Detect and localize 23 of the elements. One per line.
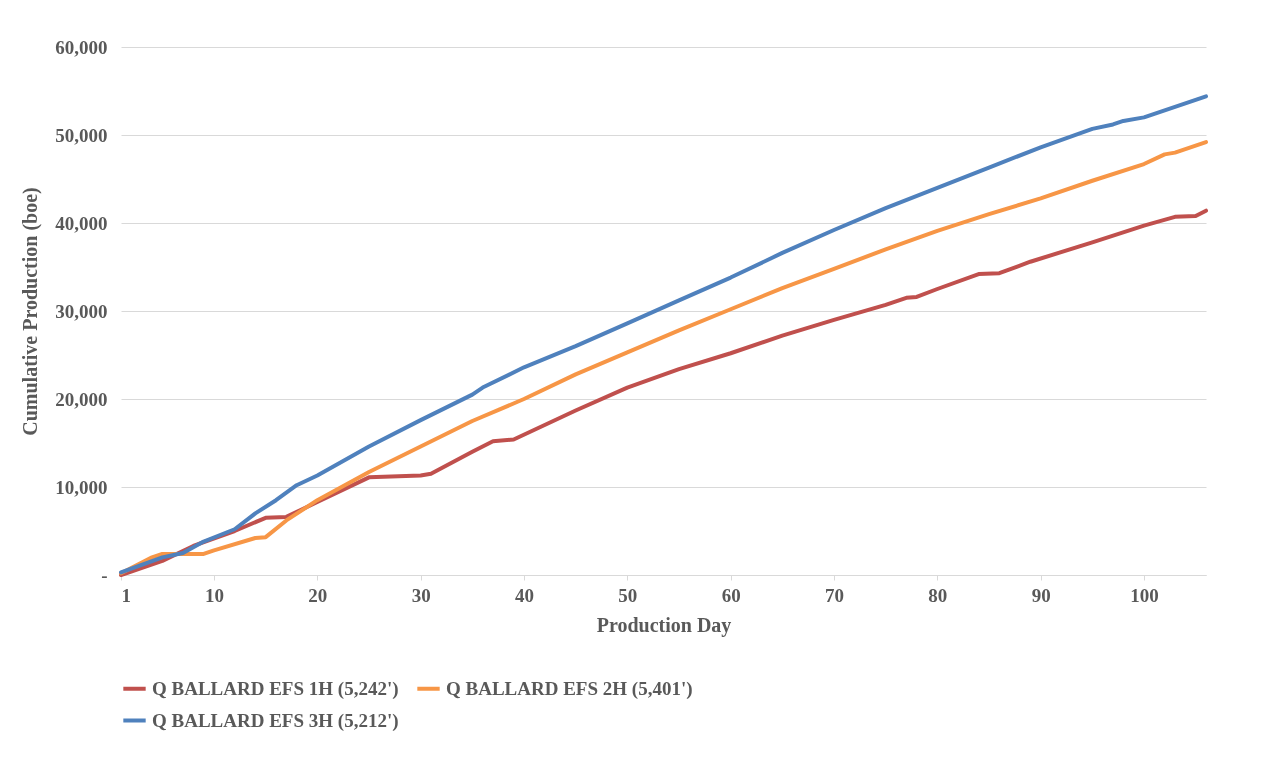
x-tick-label: 50 bbox=[618, 584, 638, 606]
y-tick-label: - bbox=[101, 564, 108, 586]
y-tick-label: 30,000 bbox=[55, 300, 108, 322]
x-tick-label: 70 bbox=[825, 584, 844, 606]
y-tick-label: 10,000 bbox=[55, 476, 108, 498]
y-axis-title: Cumulative Production (boe) bbox=[19, 187, 43, 436]
x-tick-label: 10 bbox=[205, 584, 224, 606]
x-axis-title: Production Day bbox=[596, 613, 732, 637]
y-tick-label: 40,000 bbox=[55, 212, 108, 234]
x-tick-label: 20 bbox=[308, 584, 328, 606]
x-tick-label: 80 bbox=[928, 584, 948, 606]
y-tick-label: 60,000 bbox=[55, 36, 108, 58]
legend-label: Q BALLARD EFS 3H (5,212') bbox=[152, 709, 399, 732]
x-tick-label: 30 bbox=[411, 584, 431, 606]
x-tick-label: 60 bbox=[721, 584, 741, 606]
legend-label: Q BALLARD EFS 2H (5,401') bbox=[446, 677, 693, 700]
x-tick-label: 40 bbox=[515, 584, 534, 606]
x-tick-label: 100 bbox=[1130, 584, 1159, 606]
legend-label: Q BALLARD EFS 1H (5,242') bbox=[152, 677, 399, 700]
y-tick-label: 50,000 bbox=[55, 124, 108, 146]
x-tick-label: 90 bbox=[1031, 584, 1051, 606]
x-tick-label: 1 bbox=[121, 584, 131, 606]
y-tick-label: 20,000 bbox=[55, 388, 108, 410]
